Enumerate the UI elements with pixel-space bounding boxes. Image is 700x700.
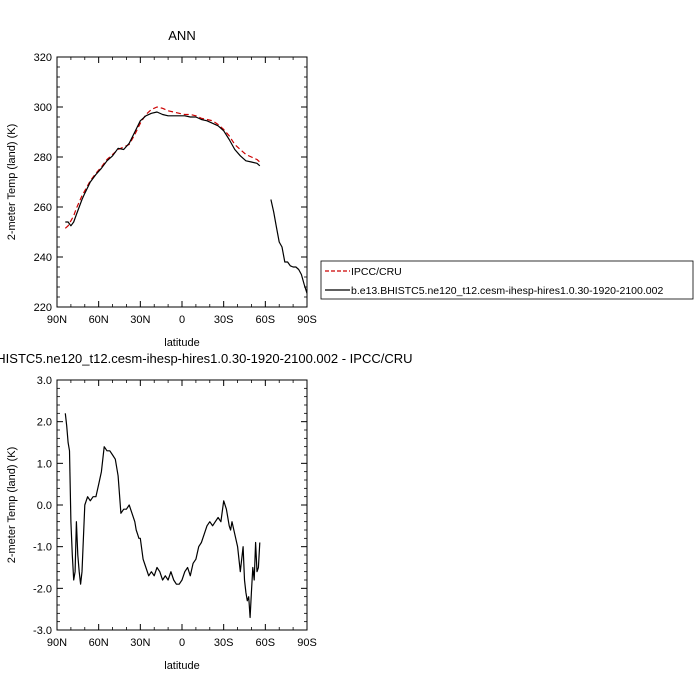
top-x-tick-label: 30N: [130, 314, 150, 326]
bottom-x-tick-label: 30S: [214, 637, 234, 649]
top-x-tick-label: 90S: [297, 314, 317, 326]
bottom-series-line-0: [64, 413, 261, 619]
bottom-y-tick-label: 2.0: [37, 417, 52, 429]
top-panel: ANN latitude 2-meter Temp (land) (K) 90N…: [6, 28, 317, 349]
bottom-x-tick-label: 90N: [47, 637, 67, 649]
top-y-tick-label: 260: [34, 202, 52, 214]
bottom-y-tick-label: -1.0: [33, 542, 52, 554]
bottom-y-tick-label: 3.0: [37, 375, 52, 387]
top-x-tick-label: 60N: [89, 314, 109, 326]
bottom-y-tick-label: -3.0: [33, 625, 52, 637]
top-y-axis-label: 2-meter Temp (land) (K): [6, 124, 18, 241]
top-series-line-2: [270, 199, 308, 294]
top-x-axis-label: latitude: [164, 337, 199, 349]
top-x-tick-label: 0: [179, 314, 185, 326]
legend-entry-model: b.e13.BHISTC5.ne120_t12.cesm-ihesp-hires…: [351, 285, 663, 297]
bottom-panel: b.e13.BHISTC5.ne120_t12.cesm-ihesp-hires…: [0, 351, 413, 672]
legend-box: [320, 260, 694, 300]
bottom-x-tick-label: 60N: [89, 637, 109, 649]
top-x-tick-label: 30S: [214, 314, 234, 326]
bottom-y-tick-label: 0.0: [37, 500, 52, 512]
bottom-x-tick-label: 90S: [297, 637, 317, 649]
top-series-line-1: [65, 111, 261, 227]
bottom-x-tick-label: 60S: [256, 637, 276, 649]
top-y-tick-label: 220: [34, 302, 52, 314]
legend-entry-ipcc: IPCC/CRU: [351, 266, 402, 278]
top-ticks: 90N 60N 30N 0 30S 60S 90S 220 240 260 280 300 320: [34, 52, 317, 326]
bottom-x-tick-label: 0: [179, 637, 185, 649]
bottom-plot-frame: [56, 379, 308, 631]
top-y-tick-label: 280: [34, 152, 52, 164]
bottom-ticks: 90N 60N 30N 0 30S 60S 90S -3.0 -2.0 -1.0 0.0 1.0 2.0…: [33, 375, 317, 649]
bottom-x-axis-label: latitude: [164, 660, 199, 672]
bottom-y-tick-label: 1.0: [37, 458, 52, 470]
bottom-series-lines: [64, 413, 261, 619]
bottom-x-tick-label: 30N: [130, 637, 150, 649]
top-x-tick-label: 60S: [256, 314, 276, 326]
top-chart-title: ANN: [168, 28, 195, 43]
legend: IPCC/CRU b.e13.BHISTC5.ne120_t12.cesm-ih…: [320, 260, 694, 300]
bottom-y-tick-label: -2.0: [33, 583, 52, 595]
top-series-lines: [64, 106, 308, 294]
top-x-tick-label: 90N: [47, 314, 67, 326]
top-y-tick-label: 300: [34, 102, 52, 114]
bottom-chart-title: b.e13.BHISTC5.ne120_t12.cesm-ihesp-hires…: [0, 351, 413, 366]
top-series-line-0: [64, 106, 261, 229]
top-y-tick-label: 240: [34, 252, 52, 264]
top-y-tick-label: 320: [34, 52, 52, 64]
bottom-y-axis-label: 2-meter Temp (land) (K): [6, 447, 18, 564]
top-plot-frame: [56, 56, 308, 308]
